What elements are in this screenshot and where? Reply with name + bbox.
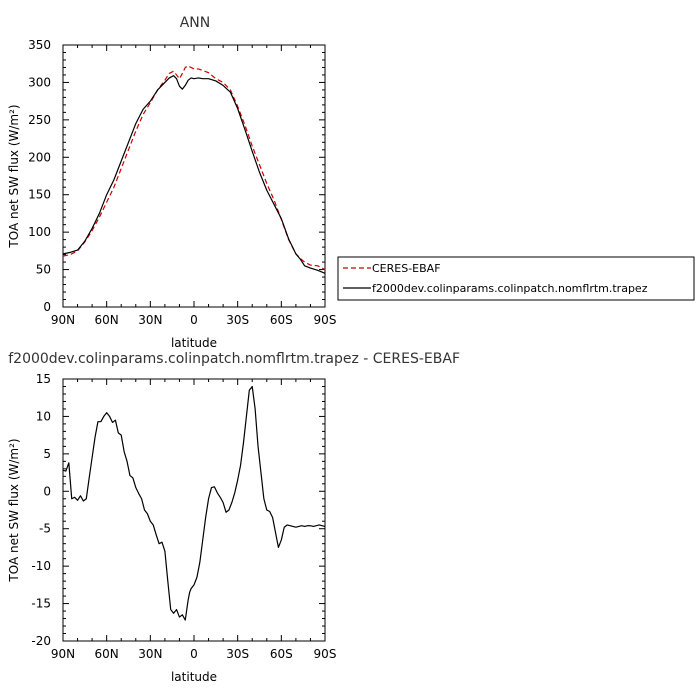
bottom-y-tick-label: 15 <box>36 372 51 386</box>
top-y-tick-label: 150 <box>28 188 51 202</box>
bottom-x-tick-label: 0 <box>190 647 198 661</box>
top-y-tick-label: 100 <box>28 225 51 239</box>
top-series-line-ceres-ebaf <box>62 65 326 271</box>
top-y-axis-title: TOA net SW flux (W/m²) <box>7 104 21 248</box>
top-y-tick-label: 0 <box>43 300 51 314</box>
legend-box <box>337 256 695 301</box>
top-y-tick-label: 350 <box>28 38 51 52</box>
top-y-tick-label: 50 <box>36 263 51 277</box>
top-x-tick-label: 0 <box>190 313 198 327</box>
bottom-x-tick-label: 30S <box>226 647 249 661</box>
bottom-x-tick-label: 90N <box>51 647 75 661</box>
legend: CERES-EBAF f2000dev.colinparams.colinpat… <box>337 256 695 301</box>
bottom-y-tick-label: 10 <box>36 409 51 423</box>
bottom-y-tick-label: -5 <box>39 522 51 536</box>
legend-label-ceres: CERES-EBAF <box>372 262 441 275</box>
bottom-y-tick-label: -20 <box>31 634 51 648</box>
bottom-axis-ticks: 90N 60N 30N 0 30S 60S 90S -20 -15 -10 -5 0 5 10 15 <box>31 372 336 661</box>
bottom-x-tick-label: 60S <box>270 647 293 661</box>
top-chart-title: ANN <box>180 15 211 31</box>
top-x-tick-label: 90S <box>314 313 337 327</box>
bottom-x-tick-label: 60N <box>95 647 119 661</box>
bottom-x-tick-label: 90S <box>314 647 337 661</box>
top-plot-frame <box>62 44 326 308</box>
bottom-series-line-difference <box>62 385 326 621</box>
top-x-tick-label: 30N <box>138 313 162 327</box>
top-x-tick-label: 30S <box>226 313 249 327</box>
panel-bottom: f2000dev.colinparams.colinpatch.nomflrtm… <box>7 351 460 684</box>
bottom-chart-title: f2000dev.colinparams.colinpatch.nomflrtm… <box>8 351 460 367</box>
top-y-tick-label: 250 <box>28 113 51 127</box>
bottom-y-tick-label: 0 <box>43 484 51 498</box>
top-x-axis-title: latitude <box>171 336 217 350</box>
panel-top: ANN 90N 60N 30N 0 30S 60S 90S 0 50 100 150 200 250 30… <box>7 15 336 350</box>
top-y-tick-label: 300 <box>28 75 51 89</box>
top-x-tick-label: 60S <box>270 313 293 327</box>
top-x-tick-label: 60N <box>95 313 119 327</box>
bottom-series-group <box>62 385 326 621</box>
bottom-x-tick-label: 30N <box>138 647 162 661</box>
bottom-y-axis-title: TOA net SW flux (W/m²) <box>7 438 21 582</box>
top-y-tick-label: 200 <box>28 150 51 164</box>
bottom-y-tick-label: -10 <box>31 559 51 573</box>
legend-label-model: f2000dev.colinparams.colinpatch.nomflrtm… <box>372 282 648 295</box>
bottom-y-tick-label: -15 <box>31 597 51 611</box>
top-x-tick-label: 90N <box>51 313 75 327</box>
top-series-group <box>62 65 326 274</box>
bottom-x-axis-title: latitude <box>171 670 217 684</box>
bottom-y-tick-label: 5 <box>43 447 51 461</box>
top-series-line-f2000dev-colinparams-colinpatch-nomflrtm-trapez <box>62 75 326 274</box>
top-axis-ticks: 90N 60N 30N 0 30S 60S 90S 0 50 100 150 200 250 300 350 <box>28 38 336 327</box>
